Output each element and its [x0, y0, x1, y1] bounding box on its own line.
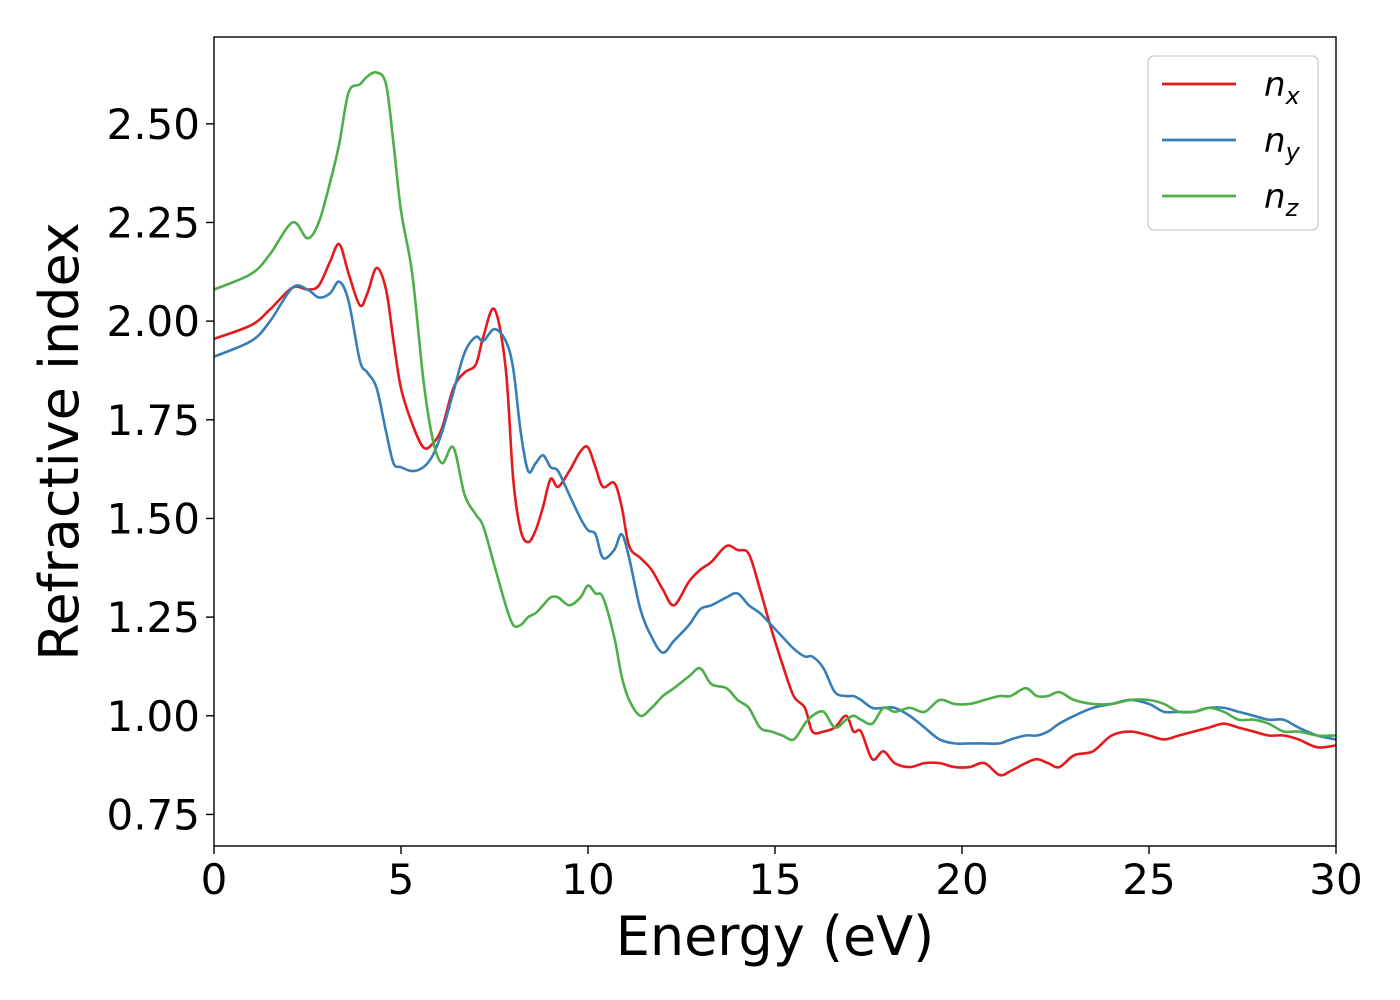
x-tick-label: 20: [935, 855, 988, 904]
legend-label-y: ny: [1264, 121, 1301, 166]
y-tick-label: 1.25: [106, 593, 200, 642]
y-tick-label: 2.25: [106, 198, 200, 247]
tick-layer: 0 5 10 15 20 25 30 0.75 1.00 1.25 1.50 1.75 2.00 2.25…: [106, 100, 1362, 904]
legend-label-subscript: x: [1285, 82, 1301, 110]
y-tick-label: 1.75: [106, 396, 200, 445]
legend-label-x: nx: [1264, 65, 1301, 110]
x-tick-label: 30: [1309, 855, 1362, 904]
legend-label-subscript: z: [1285, 194, 1300, 222]
x-tick-label: 0: [201, 855, 228, 904]
y-tick-label: 2.00: [106, 297, 200, 346]
legend-box: [1147, 55, 1319, 231]
y-tick-label: 1.50: [106, 494, 200, 543]
y-tick-label: 0.75: [106, 790, 200, 839]
x-tick-label: 5: [388, 855, 415, 904]
series-line-x: [214, 242, 1336, 777]
x-axis-label: Energy (eV): [616, 905, 935, 968]
y-axis-label: Refractive index: [28, 222, 91, 661]
y-tick-label: 1.00: [106, 692, 200, 741]
series-layer: [214, 70, 1336, 777]
series-line-y: [214, 280, 1336, 745]
series-line-z: [214, 70, 1336, 742]
legend-label-subscript: y: [1285, 138, 1301, 166]
x-tick-label: 15: [748, 855, 801, 904]
x-tick-label: 25: [1122, 855, 1175, 904]
x-tick-label: 10: [561, 855, 614, 904]
y-tick-label: 2.50: [106, 100, 200, 149]
